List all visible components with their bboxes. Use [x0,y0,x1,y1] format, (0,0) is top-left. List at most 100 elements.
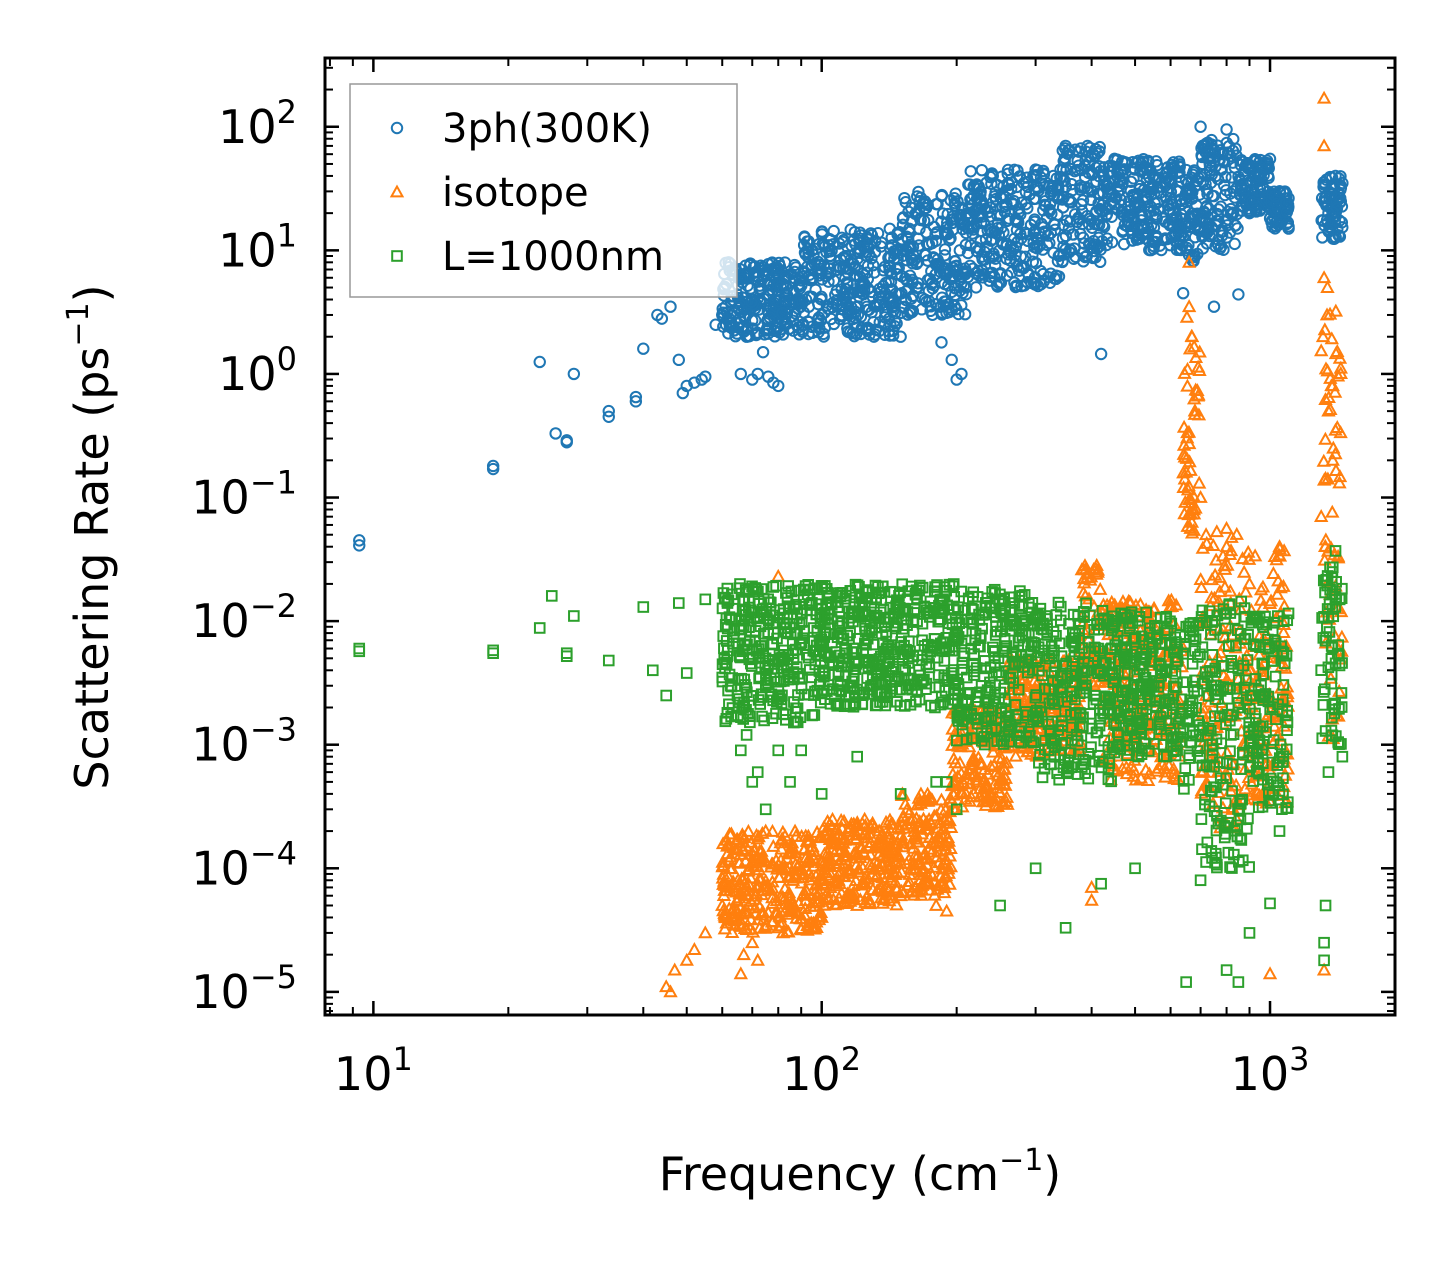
data-point [1042,270,1055,284]
data-point [756,345,770,359]
data-point [761,327,775,340]
data-point [865,229,879,242]
data-point [1032,233,1045,246]
data-point [795,279,808,292]
series-L=1000nm [353,545,1349,988]
data-point [1320,279,1335,293]
data-point [984,234,998,247]
data-point [1028,213,1041,226]
data-point [1010,223,1024,237]
data-point [919,201,933,215]
data-point [1143,185,1157,199]
data-point [1089,251,1102,264]
data-point [964,239,977,252]
data-point [961,207,974,221]
data-point [1007,194,1021,208]
data-point [997,180,1010,193]
data-point [964,165,977,178]
data-point [1220,123,1233,136]
data-point [1179,309,1195,323]
data-point [948,196,962,210]
data-point [760,265,773,278]
data-point [771,568,786,582]
data-point [1235,551,1250,565]
data-point [945,353,958,367]
data-point [920,226,933,239]
data-point [687,941,702,955]
data-point [776,306,789,320]
data-point [986,250,999,264]
data-point [806,326,819,340]
data-point [968,665,980,678]
data-point [1142,154,1155,168]
data-point [1034,278,1048,291]
data-point [823,245,836,258]
data-point [948,254,961,268]
data-point [959,288,973,301]
data-point [943,233,956,247]
data-point [1049,272,1063,286]
data-point [698,925,713,939]
data-point [799,293,813,306]
data-point [970,178,984,192]
data-point [752,275,765,288]
data-point [942,279,955,292]
data-point [959,226,973,240]
data-point [1316,90,1332,104]
data-point [746,322,759,335]
data-point [1083,155,1096,169]
data-point [1078,170,1092,184]
data-point [1142,205,1156,219]
data-point [895,270,908,283]
data-point [854,280,868,293]
data-point [1057,191,1070,204]
data-point [746,314,759,327]
series-3ph(300K) [353,120,1349,552]
data-point [912,232,925,245]
data-point [926,308,939,321]
data-point [1116,225,1129,238]
data-point [1097,196,1110,210]
data-point [1155,243,1168,257]
data-point [867,259,880,272]
data-point [940,220,953,234]
data-point [817,330,830,343]
data-point [888,314,902,328]
data-point [1027,192,1041,206]
data-point [1242,576,1257,590]
data-point [733,966,748,980]
data-point [1262,966,1278,980]
data-point [1146,178,1160,192]
data-point [882,275,895,288]
data-point [1325,504,1340,518]
data-point [935,189,948,203]
data-point [911,280,924,294]
data-point [901,308,914,321]
data-point [812,237,826,251]
data-point [1126,234,1139,247]
data-point [1150,231,1163,245]
data-point [1082,218,1096,231]
data-point [1116,206,1130,219]
data-point [1100,238,1113,252]
data-point [788,258,801,272]
data-point [898,191,911,205]
data-point [1065,177,1078,191]
data-point [1014,208,1027,221]
data-point [806,271,819,284]
data-point [1081,209,1094,223]
data-point [901,245,914,259]
data-point [1207,300,1221,313]
data-point [1314,343,1329,357]
data-point [1043,198,1057,211]
data-point [1084,892,1099,906]
data-point [962,178,975,191]
data-point [1059,243,1072,256]
data-point [672,353,685,367]
data-point [1094,347,1108,361]
data-point [887,294,901,308]
data-point [946,210,959,223]
data-point [1180,378,1195,392]
data-point [998,205,1012,219]
data-point [801,242,815,256]
